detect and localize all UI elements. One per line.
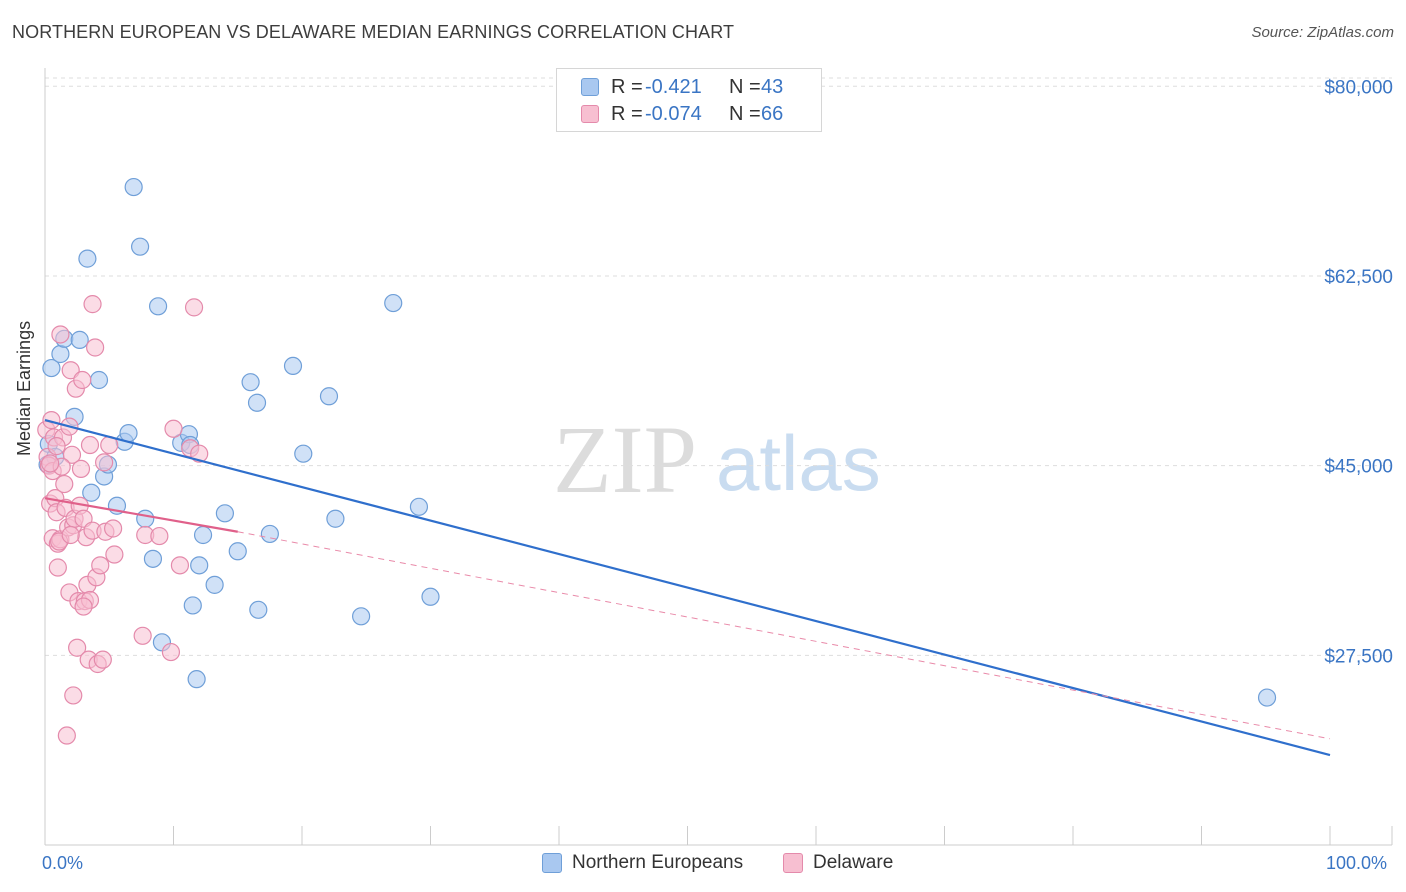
source-label: Source: ZipAtlas.com — [1251, 24, 1394, 41]
point-northern-europeans — [78, 249, 97, 268]
legend-n-value: 66 — [761, 102, 784, 125]
point-northern-europeans — [89, 370, 109, 390]
correlation-legend: R = -0.421 N = 43 R = -0.074 N = 66 — [556, 68, 822, 132]
series-legend-northern-europeans: Northern Europeans — [542, 852, 743, 874]
y-tick-label: $80,000 — [1324, 77, 1393, 98]
point-delaware — [64, 686, 83, 705]
legend-n-label: N = — [729, 102, 761, 125]
legend-r-value: -0.421 — [645, 75, 702, 98]
legend-swatch-northern-europeans — [581, 78, 599, 96]
point-northern-europeans — [283, 356, 303, 376]
watermark-atlas: atlas — [716, 419, 881, 507]
point-delaware — [55, 474, 74, 494]
trendline-northern-europeans — [44, 419, 1331, 757]
point-delaware — [105, 545, 124, 564]
point-northern-europeans — [143, 549, 163, 568]
point-northern-europeans — [119, 424, 138, 443]
series-legend-delaware: Delaware — [783, 852, 893, 874]
point-delaware — [93, 650, 112, 669]
series-swatch-northern-europeans — [542, 853, 562, 873]
legend-row-delaware: R = -0.074 N = 66 — [581, 102, 783, 126]
point-delaware — [170, 556, 190, 575]
point-northern-europeans — [352, 607, 371, 626]
y-axis-title: Median Earnings — [14, 320, 34, 456]
trendline-delaware — [44, 497, 238, 533]
point-delaware — [68, 638, 87, 657]
legend-n-label: N = — [729, 75, 761, 98]
point-northern-europeans — [51, 344, 70, 364]
point-northern-europeans — [148, 297, 168, 316]
point-delaware — [164, 419, 183, 438]
point-northern-europeans — [409, 497, 429, 516]
point-northern-europeans — [82, 483, 101, 502]
point-northern-europeans — [228, 542, 247, 561]
point-delaware — [41, 454, 60, 473]
series-swatch-delaware — [783, 853, 803, 873]
point-delaware — [47, 437, 66, 456]
point-delaware — [51, 325, 70, 344]
legend-n-value: 43 — [761, 75, 784, 98]
point-northern-europeans — [421, 587, 440, 606]
point-northern-europeans — [130, 237, 150, 256]
point-delaware — [104, 519, 123, 538]
point-northern-europeans — [205, 575, 224, 594]
series-legend-label: Northern Europeans — [572, 852, 744, 873]
y-tick-label: $62,500 — [1324, 267, 1393, 288]
y-tick-label: $27,500 — [1324, 646, 1393, 667]
series-legend-label: Delaware — [813, 852, 894, 873]
point-delaware — [61, 361, 80, 380]
point-northern-europeans — [183, 596, 202, 615]
point-northern-europeans — [1257, 688, 1277, 707]
point-delaware — [73, 370, 92, 390]
point-northern-europeans — [193, 525, 213, 545]
point-delaware — [62, 445, 82, 464]
legend-r-label: R = — [611, 75, 643, 98]
point-delaware — [133, 626, 152, 645]
point-northern-europeans — [124, 177, 143, 197]
watermark-zip: ZIP — [553, 406, 697, 513]
point-delaware — [80, 435, 100, 455]
point-delaware — [42, 411, 61, 430]
point-northern-europeans — [249, 600, 268, 619]
legend-r-value: -0.074 — [645, 102, 702, 125]
point-northern-europeans — [190, 556, 209, 575]
point-northern-europeans — [187, 670, 206, 689]
point-northern-europeans — [241, 373, 260, 392]
point-delaware — [91, 556, 110, 575]
point-northern-europeans — [70, 330, 89, 349]
point-northern-europeans — [136, 509, 155, 528]
legend-row-northern-europeans: R = -0.421 N = 43 — [581, 75, 783, 99]
series-legend: Northern Europeans Delaware — [0, 852, 1406, 876]
point-northern-europeans — [215, 504, 234, 523]
point-delaware — [83, 295, 102, 314]
point-delaware — [57, 726, 76, 745]
point-delaware — [71, 459, 91, 478]
point-northern-europeans — [247, 393, 267, 412]
point-northern-europeans — [42, 358, 61, 378]
point-delaware — [74, 597, 93, 616]
point-northern-europeans — [326, 509, 345, 528]
point-delaware — [61, 525, 80, 545]
point-northern-europeans — [319, 387, 339, 406]
point-northern-europeans — [294, 444, 313, 463]
point-delaware — [86, 338, 105, 357]
point-delaware — [161, 642, 181, 662]
point-northern-europeans — [260, 524, 279, 544]
point-delaware — [184, 298, 204, 317]
legend-r-label: R = — [611, 102, 643, 125]
point-delaware — [95, 453, 114, 472]
x-tick-label-max: 100.0% — [1326, 853, 1388, 873]
point-delaware — [48, 558, 67, 577]
legend-swatch-delaware — [581, 105, 599, 123]
point-delaware — [150, 526, 169, 546]
y-tick-label: $45,000 — [1324, 457, 1393, 478]
x-tick-label-min: 0.0% — [42, 853, 84, 873]
chart-title: NORTHERN EUROPEAN VS DELAWARE MEDIAN EAR… — [12, 22, 735, 42]
point-northern-europeans — [384, 293, 403, 313]
trendline-extension-delaware — [237, 531, 1331, 740]
point-delaware — [190, 444, 209, 463]
